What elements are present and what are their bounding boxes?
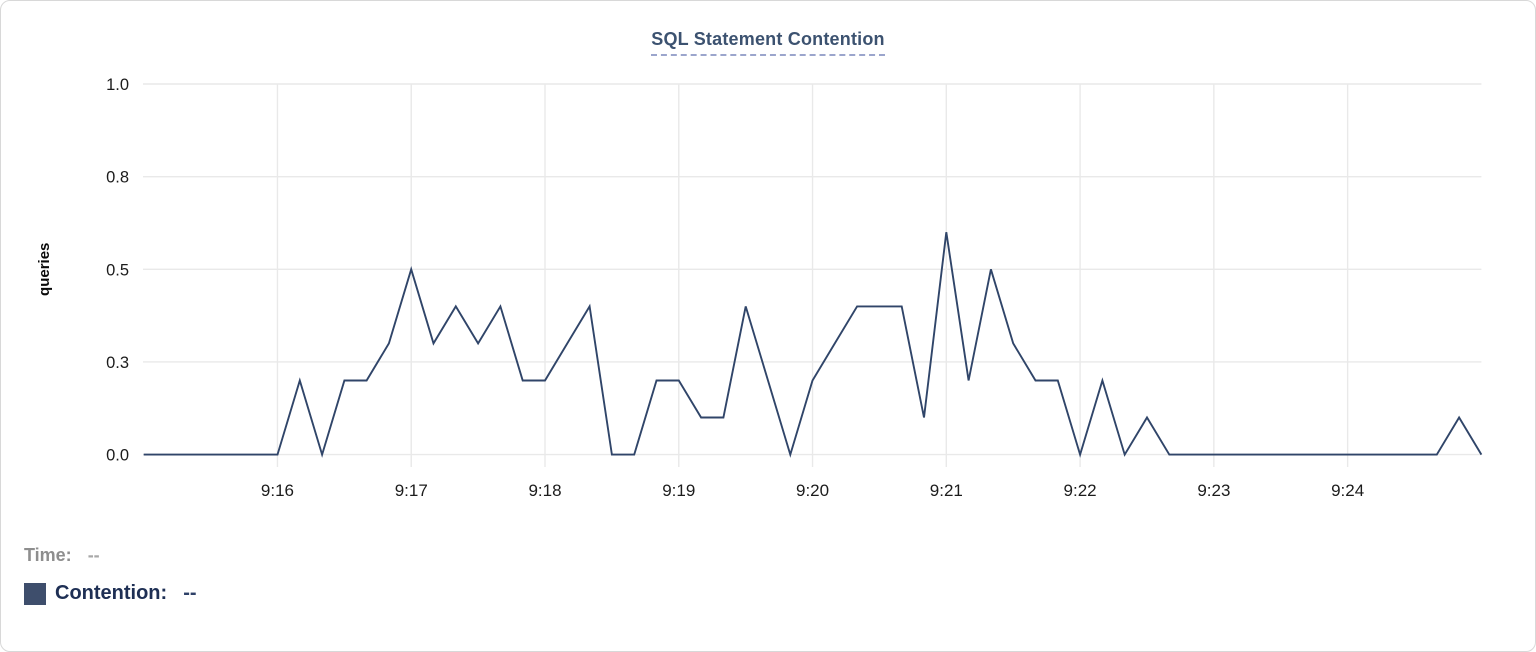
chart-header: SQL Statement Contention xyxy=(1,29,1535,56)
legend-contention-row: Contention: -- xyxy=(24,582,197,605)
x-tick-label: 9:21 xyxy=(930,481,963,500)
chart-title[interactable]: SQL Statement Contention xyxy=(651,29,885,56)
legend-time-label: Time: xyxy=(24,545,72,565)
x-tick-label: 9:24 xyxy=(1331,481,1364,500)
chart-legend: Time: -- Contention: -- xyxy=(24,545,197,605)
legend-time-value: -- xyxy=(87,545,100,565)
x-tick-label: 9:16 xyxy=(261,481,294,500)
y-tick-label: 0.0 xyxy=(106,447,129,465)
legend-contention-value: -- xyxy=(183,582,197,604)
legend-time-row: Time: -- xyxy=(24,545,197,566)
y-tick-label: 0.8 xyxy=(106,169,129,187)
legend-contention-swatch xyxy=(24,582,46,605)
x-tick-label: 9:19 xyxy=(662,481,695,500)
y-tick-label: 0.5 xyxy=(106,261,129,279)
x-tick-label: 9:17 xyxy=(395,481,428,500)
x-tick-label: 9:20 xyxy=(796,481,829,500)
x-tick-label: 9:22 xyxy=(1064,481,1097,500)
legend-contention-label: Contention: xyxy=(55,582,168,604)
y-axis-title: queries xyxy=(36,243,53,296)
y-tick-label: 0.3 xyxy=(106,354,129,372)
y-tick-label: 1.0 xyxy=(106,76,129,94)
x-tick-label: 9:18 xyxy=(528,481,561,500)
contention-series-line xyxy=(143,232,1483,458)
x-tick-label: 9:23 xyxy=(1197,481,1230,500)
